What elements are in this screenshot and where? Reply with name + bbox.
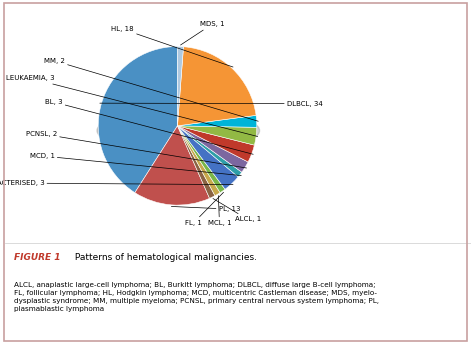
Text: ALCL, 1: ALCL, 1 <box>213 198 261 222</box>
Text: BL, 3: BL, 3 <box>45 99 253 154</box>
Wedge shape <box>178 46 184 126</box>
Text: MM, 2: MM, 2 <box>44 58 258 121</box>
Text: FL, 1: FL, 1 <box>186 192 224 226</box>
Ellipse shape <box>97 110 260 151</box>
Wedge shape <box>178 47 256 126</box>
Text: FIGURE 1: FIGURE 1 <box>14 253 61 262</box>
Text: MCL, 1: MCL, 1 <box>208 196 231 226</box>
Wedge shape <box>178 126 257 145</box>
Text: HL, 18: HL, 18 <box>111 26 233 67</box>
Wedge shape <box>178 126 238 189</box>
Text: MDS, 1: MDS, 1 <box>180 21 224 45</box>
Wedge shape <box>98 46 178 193</box>
Text: PCNSL, 2: PCNSL, 2 <box>26 131 246 168</box>
Text: Patterns of hematological malignancies.: Patterns of hematological malignancies. <box>73 253 257 262</box>
Text: MCD, 1: MCD, 1 <box>30 153 241 175</box>
Wedge shape <box>178 126 242 177</box>
Text: PL, 13: PL, 13 <box>171 206 240 212</box>
Text: DLBCL, 34: DLBCL, 34 <box>100 100 323 107</box>
Text: LEUKAEMIA, 3: LEUKAEMIA, 3 <box>6 75 258 137</box>
Wedge shape <box>178 126 215 198</box>
Wedge shape <box>178 115 257 127</box>
Wedge shape <box>178 126 254 162</box>
Text: ALCL, anaplastic large-cell lymphoma; BL, Burkitt lymphoma; DLBCL, diffuse large: ALCL, anaplastic large-cell lymphoma; BL… <box>14 282 379 312</box>
Wedge shape <box>178 126 225 193</box>
Wedge shape <box>178 126 220 196</box>
Wedge shape <box>135 126 210 205</box>
Text: NHL NOT CHARACTERISED, 3: NHL NOT CHARACTERISED, 3 <box>0 180 233 186</box>
Wedge shape <box>178 126 248 172</box>
